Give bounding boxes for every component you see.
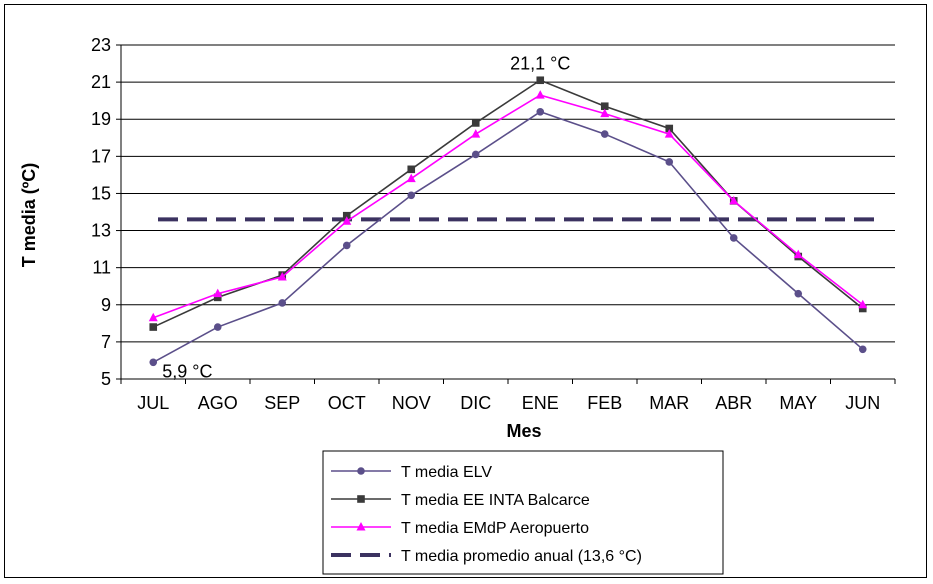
line-t-media-elv	[152, 110, 864, 364]
point-t-media-elv-oct	[342, 241, 351, 250]
point-t-media-elv-feb	[600, 130, 609, 138]
point-t-media-elv-ago	[213, 323, 222, 331]
y-axis-title: T media (ºC)	[19, 163, 39, 268]
point-t-media-emdp-aeropuerto-jun	[858, 299, 868, 309]
point-t-media-elv-jul	[149, 358, 158, 367]
y-tick-label-9: 9	[101, 295, 111, 315]
annotation-min: 5,9 °C	[162, 361, 212, 381]
point-t-media-emdp-aeropuerto-feb	[600, 108, 610, 118]
y-tick-label-19: 19	[91, 109, 111, 129]
y-tick-label-17: 17	[91, 146, 111, 166]
y-tick-label-23: 23	[91, 35, 111, 55]
annotations: 21,1 °C 5,9 °C	[162, 53, 570, 381]
point-t-media-ee-inta-balcarce-dic	[471, 119, 480, 127]
x-tick-label-abr: ABR	[715, 393, 752, 413]
x-tick-label-dic: DIC	[460, 393, 491, 413]
point-t-media-emdp-aeropuerto-ene	[535, 90, 545, 99]
legend: T media ELV T media EE INTA Balcarce T med…	[322, 450, 724, 575]
point-t-media-emdp-aeropuerto-ago	[213, 288, 223, 298]
x-axis-title: Mes	[506, 421, 541, 441]
x-tick-labels: JUL AGO SEP OCT NOV DIC ENE FEB MAR ABR MAY JUN	[137, 393, 880, 413]
x-tick-label-ago: AGO	[198, 393, 238, 413]
legend-entry-t-media-ee-inta-balcarce: T media EE INTA Balcarce	[331, 492, 590, 509]
temperature-line-chart: 5 7 9 11 13 15 17 19 21 23 JUL AGO SEP OCT NOV DIC ENE F…	[19, 35, 896, 575]
x-tick-label-jul: JUL	[137, 393, 169, 413]
x-tick-label-jun: JUN	[845, 393, 880, 413]
grid-lines	[116, 44, 895, 380]
y-tick-label-21: 21	[91, 72, 111, 92]
series-group	[148, 76, 880, 367]
point-t-media-ee-inta-balcarce-nov	[407, 165, 416, 174]
legend-marker-t-media-elv	[357, 467, 365, 475]
legend-label-t-media-elv: T media ELV	[401, 464, 492, 481]
x-tick-label-nov: NOV	[392, 393, 431, 413]
x-tick-label-feb: FEB	[587, 393, 622, 413]
point-t-media-emdp-aeropuerto-nov	[406, 173, 416, 183]
series-t-media-emdp-aeropuerto	[148, 90, 868, 322]
legend-label-t-media-promedio-anual-13-6-c: T media promedio anual (13,6 °C)	[401, 548, 642, 565]
line-t-media-ee-inta-balcarce	[152, 79, 864, 328]
y-tick-label-13: 13	[91, 221, 111, 241]
point-t-media-elv-may	[794, 289, 803, 298]
legend-entry-t-media-promedio-anual-13-6-c: T media promedio anual (13,6 °C)	[331, 548, 642, 565]
legend-entry-t-media-emdp-aeropuerto: T media EMdP Aeropuerto	[331, 520, 589, 537]
point-t-media-emdp-aeropuerto-abr	[729, 195, 739, 205]
x-tick-label-ene: ENE	[522, 393, 559, 413]
point-t-media-elv-dic	[471, 150, 480, 159]
point-t-media-elv-jun	[858, 345, 867, 354]
y-tick-label-7: 7	[101, 332, 111, 352]
legend-marker-t-media-emdp-aeropuerto	[356, 522, 366, 531]
y-tick-label-15: 15	[91, 183, 111, 203]
y-tick-label-5: 5	[101, 369, 111, 389]
point-t-media-ee-inta-balcarce-mar	[665, 124, 674, 133]
x-tick-label-sep: SEP	[264, 393, 300, 413]
point-t-media-elv-mar	[665, 158, 674, 166]
legend-label-t-media-ee-inta-balcarce: T media EE INTA Balcarce	[401, 492, 590, 509]
point-t-media-elv-nov	[407, 191, 416, 200]
point-t-media-elv-abr	[729, 234, 738, 242]
point-t-media-emdp-aeropuerto-oct	[342, 216, 352, 225]
y-tick-labels: 5 7 9 11 13 15 17 19 21 23	[91, 35, 111, 389]
series-t-media-elv	[149, 108, 867, 367]
point-t-media-emdp-aeropuerto-sep	[277, 271, 287, 281]
legend-label-t-media-emdp-aeropuerto: T media EMdP Aeropuerto	[401, 520, 589, 537]
point-t-media-ee-inta-balcarce-oct	[342, 211, 351, 220]
legend-entry-t-media-elv: T media ELV	[331, 464, 492, 481]
axes	[120, 45, 896, 384]
point-t-media-ee-inta-balcarce-feb	[600, 102, 609, 111]
x-tick-label-may: MAY	[779, 393, 817, 413]
y-tick-label-11: 11	[92, 258, 111, 278]
x-tick-label-oct: OCT	[328, 393, 366, 413]
point-t-media-emdp-aeropuerto-may	[793, 249, 803, 259]
point-t-media-ee-inta-balcarce-jul	[149, 323, 158, 331]
chart-frame: 5 7 9 11 13 15 17 19 21 23 JUL AGO SEP OCT NOV DIC ENE F…	[4, 4, 927, 578]
point-t-media-elv-ene	[536, 108, 545, 116]
point-t-media-emdp-aeropuerto-dic	[471, 129, 481, 138]
point-t-media-emdp-aeropuerto-jul	[148, 312, 158, 322]
point-t-media-ee-inta-balcarce-ene	[536, 76, 545, 85]
annotation-max: 21,1 °C	[510, 53, 570, 73]
point-t-media-elv-sep	[278, 299, 287, 307]
point-t-media-ee-inta-balcarce-ago	[213, 293, 222, 302]
line-t-media-emdp-aeropuerto	[152, 94, 864, 319]
legend-marker-t-media-ee-inta-balcarce	[357, 495, 365, 503]
x-tick-label-mar: MAR	[649, 393, 689, 413]
point-t-media-ee-inta-balcarce-jun	[858, 304, 867, 313]
point-t-media-emdp-aeropuerto-mar	[664, 129, 674, 138]
